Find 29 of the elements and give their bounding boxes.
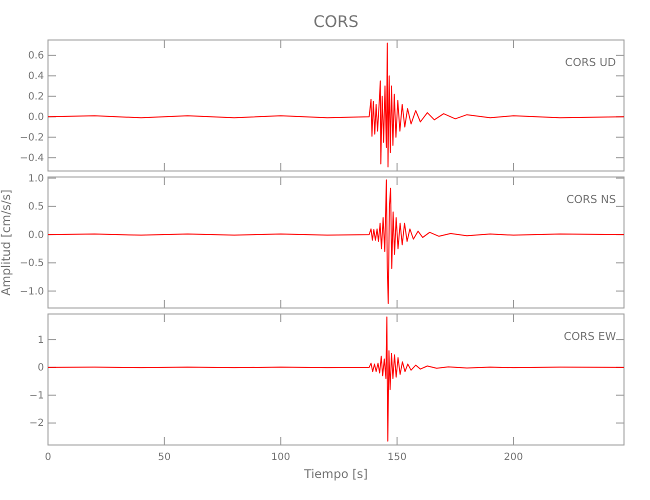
annotation: CORS UD — [565, 56, 616, 69]
y-tick-label: −1 — [29, 390, 44, 402]
annotation: CORS EW — [564, 330, 616, 343]
y-tick-label: −0.5 — [20, 258, 44, 270]
y-tick-label: 0.6 — [28, 50, 44, 62]
x-axis-title: Tiempo [s] — [303, 467, 368, 481]
y-tick-label: −1.0 — [20, 286, 44, 298]
line-series — [48, 42, 624, 168]
y-tick-label: −0.2 — [20, 132, 44, 144]
y-tick-label: 1 — [38, 334, 44, 346]
chart-title: CORS — [313, 12, 359, 31]
y-tick-label: −0.4 — [20, 152, 44, 164]
y-tick-label: 0 — [38, 362, 44, 374]
x-tick-label: 200 — [504, 452, 523, 464]
y-tick-label: −2 — [29, 418, 44, 430]
y-tick-label: 0.4 — [28, 71, 44, 82]
x-tick-label: 100 — [271, 452, 290, 464]
y-tick-label: 0.2 — [28, 91, 44, 102]
line-series — [48, 316, 624, 442]
y-tick-label: 0.0 — [28, 230, 44, 241]
y-axis-title: Amplitud [cm/s/s] — [0, 189, 13, 296]
y-tick-label: 1.0 — [28, 173, 44, 184]
annotation: CORS NS — [566, 193, 616, 206]
x-tick-label: 50 — [158, 452, 171, 464]
x-tick-label: 0 — [44, 452, 52, 464]
line-series — [48, 179, 624, 304]
y-tick-label: 0.5 — [28, 202, 44, 213]
x-tick-label: 150 — [388, 452, 407, 464]
y-tick-label: 0.0 — [28, 112, 44, 123]
